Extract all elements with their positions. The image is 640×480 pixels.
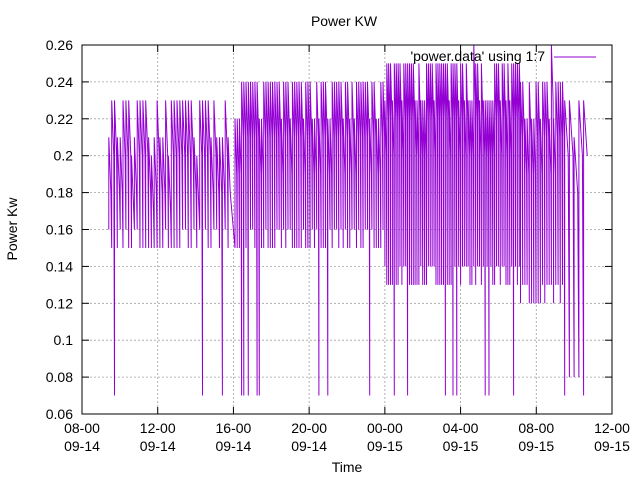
x-tick-label: 00-00 — [367, 420, 403, 436]
x-tick-label: 12-00 — [594, 420, 630, 436]
x-tick-label: 20-00 — [291, 420, 327, 436]
y-tick-label: 0.2 — [54, 148, 74, 164]
series-line-power — [108, 44, 588, 396]
x-tick-date: 09-14 — [64, 438, 100, 454]
axis-ticks: 0.06 0.08 0.1 0.12 0.14 0.16 0.18 0.2 0.22 0.24 0.… — [46, 37, 630, 454]
x-tick-label: 08-00 — [64, 420, 100, 436]
x-tick-date: 09-14 — [291, 438, 327, 454]
y-tick-label: 0.18 — [46, 185, 73, 201]
y-tick-label: 0.24 — [46, 74, 73, 90]
x-tick-date: 09-14 — [216, 438, 252, 454]
x-tick-label: 08-00 — [518, 420, 554, 436]
y-tick-label: 0.22 — [46, 111, 73, 127]
x-tick-date: 09-15 — [443, 438, 479, 454]
y-tick-label: 0.16 — [46, 222, 73, 238]
chart-title: Power KW — [311, 13, 378, 29]
y-tick-label: 0.1 — [54, 332, 74, 348]
x-tick-date: 09-15 — [594, 438, 630, 454]
y-tick-label: 0.06 — [46, 406, 73, 422]
y-tick-label: 0.14 — [46, 258, 73, 274]
y-tick-label: 0.12 — [46, 295, 73, 311]
x-tick-label: 16-00 — [216, 420, 252, 436]
legend-label: 'power.data' using 1:7 — [410, 48, 545, 64]
x-tick-label: 12-00 — [140, 420, 176, 436]
x-tick-label: 04-00 — [443, 420, 479, 436]
x-tick-date: 09-15 — [518, 438, 554, 454]
x-tick-date: 09-14 — [140, 438, 176, 454]
x-axis-label: Time — [332, 459, 363, 475]
y-axis-label: Power Kw — [4, 197, 20, 261]
legend: 'power.data' using 1:7 — [410, 48, 596, 64]
x-tick-date: 09-15 — [367, 438, 403, 454]
series-line-group — [108, 44, 588, 396]
y-tick-label: 0.08 — [46, 369, 73, 385]
y-tick-label: 0.26 — [46, 37, 73, 53]
